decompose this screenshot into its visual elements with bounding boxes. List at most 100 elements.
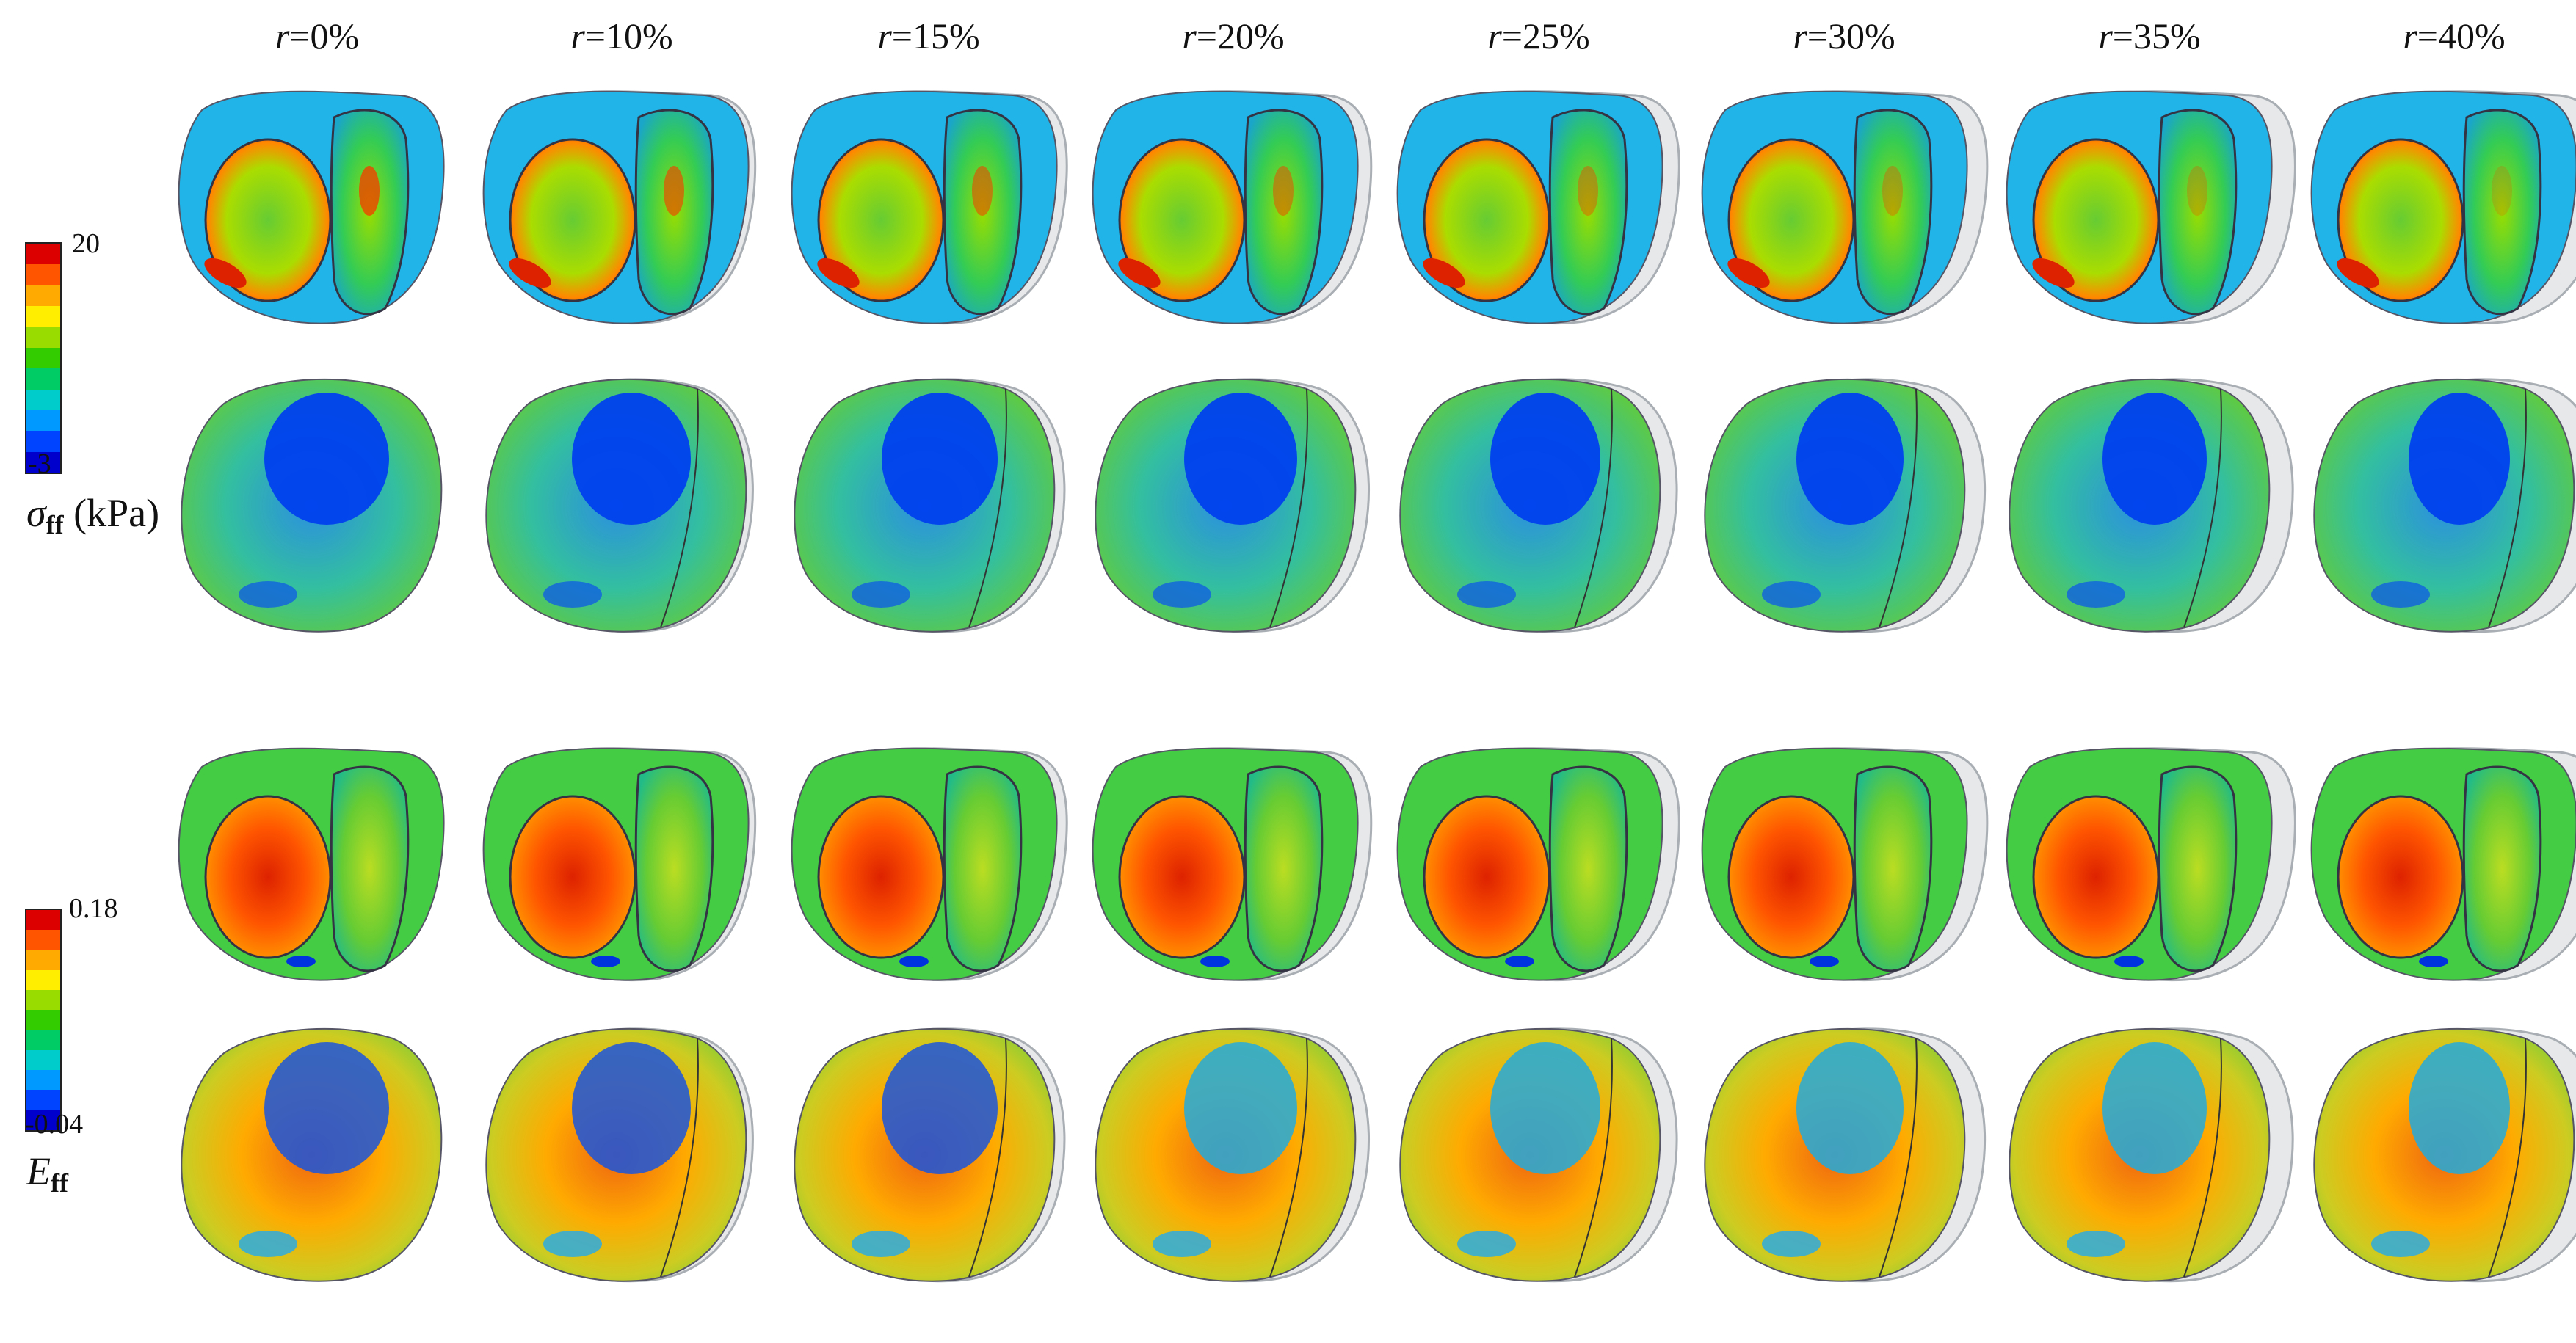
septal-region — [239, 1231, 297, 1257]
strain-colorbar — [25, 909, 62, 1132]
stress-hotspot — [2492, 166, 2512, 216]
heart-panel — [1704, 1027, 1987, 1283]
colorbar-band — [26, 244, 60, 265]
low-stress-region — [572, 393, 691, 525]
heart-panel — [1701, 747, 1989, 982]
septal-region — [1153, 581, 1211, 608]
heart-panel — [1092, 747, 1373, 982]
stress-hotspot — [204, 258, 247, 288]
heart-panel — [1396, 747, 1680, 982]
heart-panel — [2009, 378, 2294, 633]
lv-cavity — [1727, 795, 1855, 959]
septal-region — [1457, 581, 1516, 608]
stress-hotspot — [664, 166, 684, 216]
lv-cavity — [1118, 795, 1246, 959]
stress-hotspot — [1423, 258, 1465, 288]
strain-quantity-label: Eff — [26, 1149, 68, 1198]
septal-region — [852, 581, 910, 608]
low-strain-region — [882, 1042, 998, 1174]
lv-cavity — [2032, 795, 2160, 959]
heart-panel — [2006, 90, 2296, 325]
column-label-variable: r — [1793, 15, 1807, 57]
heart-panel — [1701, 90, 1989, 325]
heart-panel — [181, 1027, 443, 1282]
lv-cavity — [509, 795, 636, 959]
column-label-value: =25% — [1501, 15, 1590, 57]
heart-panel — [485, 1027, 754, 1283]
remodel-boundary — [660, 388, 699, 628]
heart-panel — [178, 90, 445, 324]
colorbar-band — [26, 347, 60, 369]
colorbar-band — [26, 431, 60, 452]
colorbar-band — [26, 264, 60, 285]
rv-cavity — [1853, 109, 1933, 316]
strain-colorbar-min: -0.04 — [25, 1109, 84, 1140]
heart-panel — [2310, 90, 2576, 325]
colorbar-band — [26, 368, 60, 390]
column-label: r=25% — [1487, 15, 1589, 57]
colorbar-band — [26, 1090, 60, 1110]
rv-cavity — [2462, 109, 2542, 316]
remodel-boundary — [1574, 388, 1613, 628]
strain-coldspot — [2114, 956, 2144, 967]
stress-hotspot — [2032, 258, 2075, 288]
low-stress-region — [882, 393, 998, 525]
column-label-variable: r — [2098, 15, 2113, 57]
remodel-boundary — [1879, 388, 1918, 628]
low-strain-region — [1490, 1042, 1600, 1174]
low-stress-region — [264, 393, 389, 525]
stress-hotspot — [1118, 258, 1161, 288]
rv-cavity — [2462, 765, 2542, 972]
heart-panel — [2313, 378, 2576, 633]
lv-cavity — [204, 795, 332, 959]
column-label-variable: r — [1182, 15, 1197, 57]
septal-region — [2371, 581, 2430, 608]
low-stress-region — [2409, 393, 2510, 525]
low-strain-region — [264, 1042, 389, 1174]
stress-hotspot — [972, 166, 993, 216]
low-stress-region — [1184, 393, 1297, 525]
stress-colorbar-min: -3 — [28, 448, 51, 479]
column-label: r=0% — [275, 15, 359, 57]
heart-panel — [1399, 1027, 1678, 1283]
rv-cavity — [943, 765, 1023, 972]
stress-colorbar — [25, 242, 62, 474]
stress-hotspot — [2187, 166, 2207, 216]
column-label-value: =0% — [289, 15, 360, 57]
colorbar-band — [26, 1010, 60, 1030]
column-label-value: =10% — [584, 15, 673, 57]
low-stress-region — [1796, 393, 1904, 525]
colorbar-band — [26, 910, 60, 931]
colorbar-band — [26, 1070, 60, 1091]
strain-symbol: E — [26, 1149, 51, 1193]
remodel-boundary — [2488, 1038, 2527, 1278]
stress-hotspot — [2337, 258, 2379, 288]
rv-cavity — [330, 765, 410, 972]
stress-unit: (kPa) — [73, 491, 160, 535]
heart-panel — [794, 1027, 1066, 1283]
stress-hotspot — [359, 166, 380, 216]
remodel-boundary — [1574, 1038, 1613, 1278]
strain-colorbar-max: 0.18 — [69, 893, 118, 924]
lv-cavity — [2032, 138, 2160, 302]
septal-region — [1762, 581, 1821, 608]
colorbar-band — [26, 451, 60, 473]
rv-cavity — [1853, 765, 1933, 972]
heart-panel — [1396, 90, 1680, 325]
stress-colorbar-max: 20 — [72, 228, 100, 259]
remodel-boundary — [660, 1038, 699, 1278]
septal-region — [852, 1231, 910, 1257]
heart-panel — [1399, 378, 1678, 633]
colorbar-band — [26, 389, 60, 410]
column-label: r=40% — [2403, 15, 2505, 57]
colorbar-band — [26, 285, 60, 307]
column-label-variable: r — [1487, 15, 1502, 57]
column-label: r=20% — [1182, 15, 1284, 57]
heart-panel — [1095, 1027, 1370, 1283]
rv-cavity — [634, 765, 714, 972]
heart-panel — [791, 90, 1068, 325]
septal-region — [1153, 1231, 1211, 1257]
remodel-boundary — [968, 1038, 1007, 1278]
